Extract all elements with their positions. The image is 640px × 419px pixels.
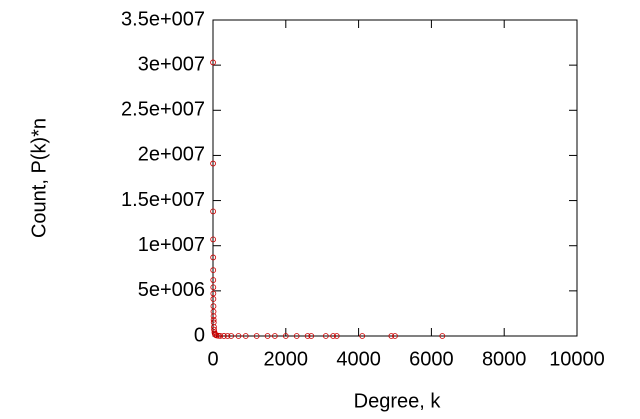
x-tick-label: 6000 (409, 348, 454, 370)
x-axis-label: Degree, k (354, 390, 442, 412)
x-tick-label: 10000 (549, 348, 605, 370)
plot-frame (212, 19, 578, 337)
point (330, 333, 337, 339)
point (228, 333, 235, 339)
point (333, 333, 340, 339)
point (210, 284, 217, 291)
point (439, 333, 446, 339)
point (210, 308, 217, 315)
point (210, 277, 217, 283)
point (210, 303, 217, 310)
point (211, 326, 217, 333)
point (293, 333, 300, 339)
point (359, 333, 366, 339)
point (235, 333, 242, 339)
point (242, 333, 249, 339)
point (221, 333, 227, 339)
point (282, 333, 289, 339)
point (210, 296, 217, 302)
point (264, 333, 271, 339)
point (304, 333, 311, 339)
point (211, 324, 217, 330)
point (210, 319, 217, 326)
x-tick-label: 0 (207, 348, 218, 370)
x-tick-label: 4000 (336, 348, 381, 370)
y-tick-label: 1e+007 (138, 234, 205, 256)
point (271, 333, 278, 339)
y-tick-label: 3e+007 (138, 53, 205, 75)
y-tick-label: 0 (194, 324, 205, 346)
point (392, 333, 398, 339)
point (210, 316, 217, 323)
point (210, 160, 216, 167)
x-tick-label: 2000 (264, 348, 309, 370)
point (210, 290, 217, 297)
y-tick-label: 2.5e+007 (121, 99, 205, 121)
point (210, 254, 217, 261)
point (388, 333, 395, 339)
point (210, 236, 217, 243)
y-axis-label: Count, P(k)*n (28, 118, 50, 238)
point (224, 333, 231, 339)
point (322, 333, 329, 339)
point (210, 267, 217, 273)
y-tick-label: 3.5e+007 (121, 8, 205, 30)
y-tick-label: 5e+006 (138, 279, 205, 301)
point (253, 333, 260, 339)
x-tick-label: 8000 (482, 348, 527, 370)
point (308, 333, 315, 339)
point (210, 59, 216, 66)
point (217, 332, 224, 339)
y-tick-label: 2e+007 (138, 144, 205, 166)
point (210, 208, 217, 215)
point (210, 313, 217, 320)
y-tick-label: 1.5e+007 (121, 189, 205, 211)
point (215, 332, 222, 339)
